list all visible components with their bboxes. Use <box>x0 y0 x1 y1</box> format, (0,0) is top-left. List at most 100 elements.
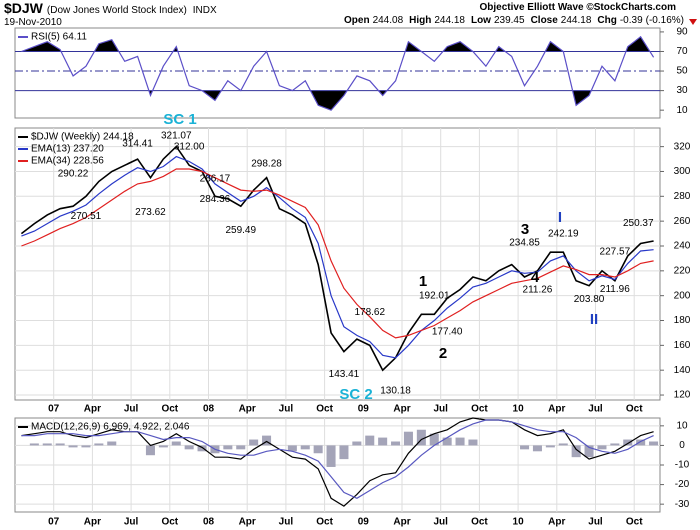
y-tick-label: 180 <box>674 315 691 326</box>
series-line <box>20 145 654 372</box>
symbol: $DJW <box>4 0 44 16</box>
y-tick-label: -10 <box>675 460 690 471</box>
x-tick-label: Oct <box>471 404 488 415</box>
pivot-label: 286.17 <box>200 174 231 185</box>
histogram-bar <box>287 445 297 452</box>
x-tick-label: Apr <box>84 517 101 528</box>
wave-label: 1 <box>419 273 427 290</box>
pivot-label: 290.22 <box>58 169 89 180</box>
y-tick-label: 300 <box>674 166 691 177</box>
wave-label: 3 <box>521 221 529 238</box>
x-tick-label: Jul <box>124 517 139 528</box>
histogram-bar <box>391 441 401 446</box>
y-tick-label: 0 <box>679 440 685 451</box>
histogram-bar <box>29 443 39 446</box>
histogram-bar <box>403 431 413 446</box>
y-tick-label: -20 <box>675 479 690 490</box>
y-tick-label: 10 <box>676 105 688 116</box>
pivot-label: 321.07 <box>161 130 192 141</box>
x-tick-label: Oct <box>626 404 643 415</box>
x-tick-label: 07 <box>48 404 60 415</box>
pivot-label: 312.00 <box>174 142 205 153</box>
x-tick-label: Oct <box>471 517 488 528</box>
pivot-label: 242.19 <box>548 228 579 239</box>
x-tick-label: 09 <box>358 404 370 415</box>
x-tick-label: Oct <box>316 517 333 528</box>
histogram-bar <box>378 437 388 446</box>
histogram-bar <box>42 443 52 446</box>
series-line <box>21 168 654 339</box>
y-tick-label: 200 <box>674 290 691 301</box>
histogram-bar <box>262 435 272 446</box>
x-tick-label: Jul <box>279 404 294 415</box>
index-name: (Dow Jones World Stock Index) <box>47 5 187 16</box>
quote-label: Chg <box>597 15 616 26</box>
histogram-bar <box>365 435 375 446</box>
header-title: $DJW (Dow Jones World Stock Index) INDX <box>4 0 217 16</box>
histogram-bar <box>236 445 246 450</box>
x-tick-label: Jul <box>588 517 603 528</box>
x-tick-label: 08 <box>203 404 215 415</box>
quote-label: High <box>409 15 431 26</box>
pivot-label: 211.26 <box>523 285 553 296</box>
histogram-bar <box>442 437 452 446</box>
oversold-fill <box>21 90 654 111</box>
x-tick-label: Jul <box>279 517 294 528</box>
pivot-label: 259.49 <box>225 225 256 236</box>
x-tick-label: 10 <box>513 404 525 415</box>
series-line <box>21 419 654 499</box>
x-tick-label: Apr <box>393 517 410 528</box>
x-tick-label: Jul <box>433 517 448 528</box>
legend-label: EMA(13) 237.20 <box>31 144 104 155</box>
pivot-label: 273.62 <box>135 207 166 218</box>
y-tick-label: 240 <box>674 241 691 252</box>
pivot-label: 211.96 <box>600 284 630 295</box>
y-tick-label: 30 <box>676 85 688 96</box>
x-tick-label: 08 <box>203 517 215 528</box>
quote: Open 244.08 High 244.18 Low 239.45 Close 244.18… <box>344 15 684 26</box>
y-tick-label: 220 <box>674 265 691 276</box>
x-tick-label: Jul <box>433 404 448 415</box>
pivot-label: 227.57 <box>600 246 631 257</box>
histogram-bar <box>223 445 233 450</box>
y-tick-label: 90 <box>676 27 688 38</box>
histogram-bar <box>171 441 181 446</box>
histogram-bar <box>520 445 530 450</box>
y-tick-label: 50 <box>676 66 688 77</box>
y-tick-label: 320 <box>674 141 691 152</box>
change-percent: (-0.16%) <box>646 15 684 26</box>
histogram-bar <box>558 443 568 446</box>
wave-label: 4 <box>531 269 540 286</box>
pivot-label: 250.37 <box>623 218 654 229</box>
wave-label: II <box>590 311 598 328</box>
legend-label: MACD(12,26,9) 6.969, 4.922, 2.046 <box>31 422 190 433</box>
wave-label: 2 <box>439 345 447 362</box>
y-tick-label: 70 <box>676 46 688 57</box>
pivot-label: 270.51 <box>71 211 102 222</box>
legend-label: RSI(5) 64.11 <box>31 32 87 43</box>
histogram-bar <box>197 445 207 452</box>
series-line <box>21 35 655 111</box>
wave-label: SC 2 <box>339 386 372 403</box>
credit: Objective Elliott Wave ©StockCharts.com <box>480 2 677 13</box>
y-tick-label: 160 <box>674 340 691 351</box>
histogram-bar <box>184 445 194 450</box>
panel-frame <box>14 127 661 401</box>
histogram-bar <box>610 443 620 446</box>
series-line <box>21 155 654 359</box>
x-tick-label: Apr <box>393 404 410 415</box>
pivot-label: 234.85 <box>509 237 540 248</box>
legend-label: $DJW (Weekly) 244.18 <box>31 132 134 143</box>
pivot-label: 177.40 <box>432 327 463 338</box>
histogram-bar <box>636 439 646 446</box>
histogram-bar <box>429 433 439 446</box>
quote-label: Open <box>344 15 370 26</box>
y-tick-label: 280 <box>674 191 691 202</box>
wave-label: I <box>558 209 562 226</box>
histogram-bar <box>94 443 104 446</box>
legend-label: EMA(34) 228.56 <box>31 156 104 167</box>
histogram-bar <box>107 441 117 446</box>
x-tick-label: Apr <box>548 404 565 415</box>
histogram-bar <box>145 445 155 456</box>
